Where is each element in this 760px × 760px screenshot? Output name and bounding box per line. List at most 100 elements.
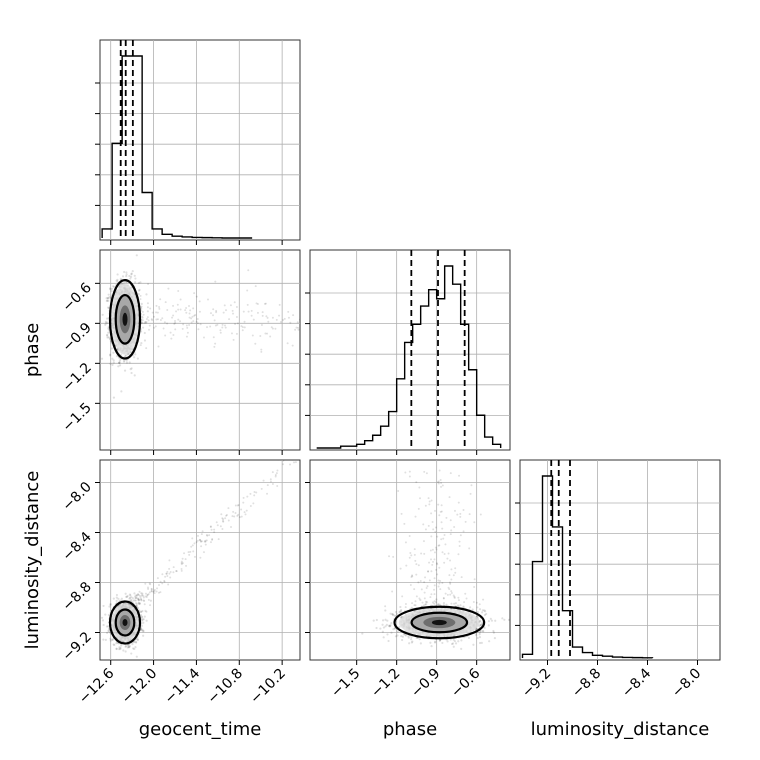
scatter-point — [231, 515, 234, 518]
scatter-point — [209, 526, 212, 529]
scatter-point — [433, 641, 437, 644]
scatter-point — [136, 593, 140, 596]
scatter-point — [453, 602, 456, 605]
scatter-point — [147, 282, 150, 285]
scatter-point — [211, 538, 214, 541]
scatter-point — [396, 634, 399, 637]
scatter-point — [115, 647, 118, 650]
scatter-point — [147, 319, 150, 322]
scatter-point — [119, 647, 122, 651]
scatter-point — [123, 281, 126, 284]
scatter-point — [234, 511, 237, 514]
scatter-point — [452, 594, 455, 597]
scatter-point — [471, 608, 474, 611]
scatter-point — [142, 629, 145, 633]
scatter-point — [483, 626, 486, 629]
scatter-point — [449, 593, 452, 596]
scatter-point — [294, 328, 297, 331]
scatter-point — [104, 323, 107, 326]
scatter-point — [439, 479, 442, 482]
scatter-point — [403, 633, 407, 636]
scatter-point — [301, 329, 303, 331]
x-tick-label: −1.2 — [368, 666, 403, 701]
scatter-point — [381, 630, 384, 633]
scatter-point — [180, 560, 183, 563]
scatter-point — [152, 590, 155, 593]
scatter-point — [292, 314, 295, 317]
scatter-point — [111, 638, 114, 641]
scatter-point — [475, 601, 478, 604]
scatter-point — [413, 553, 416, 556]
scatter-point — [484, 610, 487, 613]
scatter-point — [453, 596, 456, 599]
scatter-point — [434, 526, 437, 529]
scatter-point — [140, 619, 144, 622]
scatter-point — [442, 537, 445, 540]
scatter-point — [440, 538, 443, 541]
scatter-point — [134, 597, 137, 600]
scatter-point — [297, 326, 300, 329]
scatter-point — [134, 640, 138, 644]
scatter-point — [172, 304, 175, 307]
scatter-point — [95, 309, 97, 311]
scatter-point — [459, 604, 462, 607]
scatter-point — [414, 515, 417, 518]
scatter-point — [153, 326, 156, 329]
scatter-point — [417, 564, 420, 567]
scatter-point — [427, 570, 430, 573]
scatter-point — [379, 627, 382, 630]
scatter-point — [199, 538, 202, 541]
scatter-point — [440, 504, 443, 507]
scatter-point — [427, 497, 430, 500]
scatter-point — [146, 593, 149, 596]
scatter-point — [170, 337, 173, 340]
scatter-point — [155, 318, 158, 321]
scatter-point — [186, 331, 189, 334]
scatter-point — [261, 311, 264, 314]
scatter-point — [434, 601, 438, 604]
scatter-point — [423, 470, 426, 473]
scatter-point — [105, 625, 109, 628]
scatter-point — [425, 603, 428, 606]
scatter-point — [194, 313, 197, 316]
scatter-point — [434, 640, 437, 643]
scatter-point — [112, 359, 115, 362]
scatter-point — [165, 572, 168, 575]
scatter-point — [404, 634, 408, 637]
scatter-point — [206, 326, 209, 329]
scatter-point — [137, 597, 140, 600]
scatter-phase-vs-luminosity-distance: −1.5 −1.2 −0.9 −0.6 — [305, 459, 511, 701]
scatter-point — [454, 642, 458, 645]
scatter-point — [478, 631, 481, 634]
scatter-point — [297, 454, 299, 456]
scatter-point — [150, 589, 153, 592]
scatter-point — [394, 635, 398, 638]
scatter-point — [105, 297, 108, 300]
scatter-point — [143, 322, 146, 325]
scatter-point — [172, 333, 175, 336]
scatter-point — [124, 650, 127, 653]
scatter-point — [276, 469, 279, 472]
scatter-point — [442, 596, 445, 599]
scatter-point — [410, 554, 413, 557]
scatter-point — [283, 317, 286, 320]
scatter-point — [214, 342, 217, 345]
histogram-geocent-time — [95, 39, 301, 245]
scatter-point — [428, 579, 431, 582]
scatter-point — [204, 539, 207, 542]
scatter-point — [433, 593, 436, 596]
scatter-point — [139, 281, 142, 284]
scatter-point — [134, 602, 138, 605]
scatter-point — [413, 588, 416, 591]
scatter-point — [438, 514, 441, 517]
scatter-point — [291, 460, 294, 461]
scatter-point — [191, 544, 194, 547]
scatter-point — [242, 501, 245, 504]
scatter-point — [132, 599, 135, 602]
scatter-point — [423, 591, 426, 594]
scatter-point — [133, 647, 136, 651]
scatter-point — [144, 321, 147, 324]
scatter-point — [197, 328, 200, 331]
scatter-point — [148, 582, 151, 585]
